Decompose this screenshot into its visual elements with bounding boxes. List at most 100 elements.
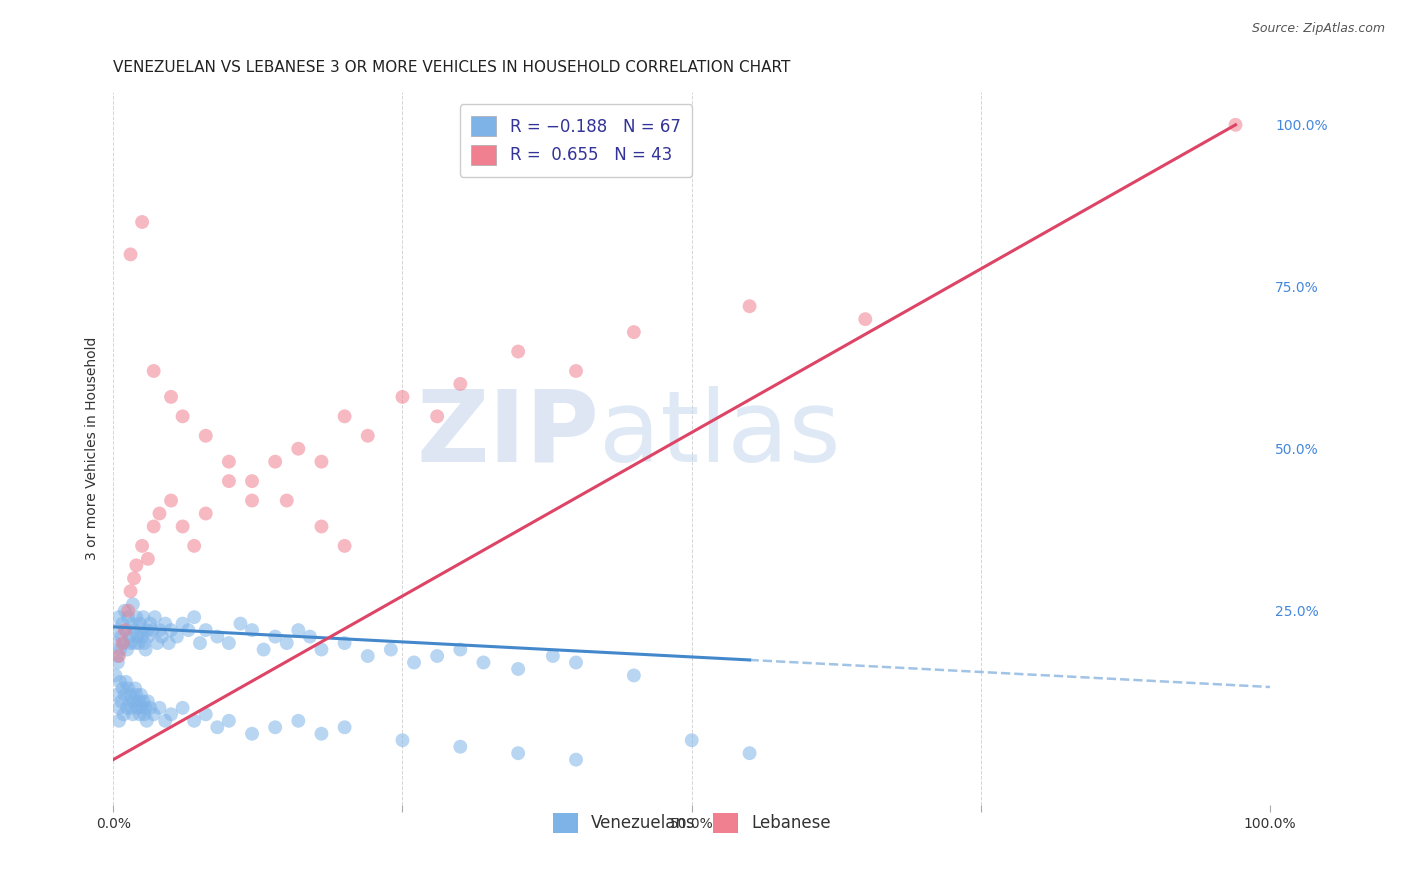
Point <box>333 720 356 734</box>
Point <box>155 714 177 728</box>
Point <box>333 636 356 650</box>
Point <box>108 701 131 715</box>
Point <box>139 616 162 631</box>
Point <box>107 648 129 663</box>
Point <box>114 688 136 702</box>
Point <box>131 701 153 715</box>
Point <box>136 630 159 644</box>
Point <box>128 694 150 708</box>
Point <box>107 656 129 670</box>
Point <box>276 636 298 650</box>
Point <box>172 616 194 631</box>
Point <box>111 616 134 631</box>
Point <box>333 409 356 424</box>
Point <box>105 623 128 637</box>
Point <box>391 733 413 747</box>
Point <box>135 714 157 728</box>
Point <box>449 376 471 391</box>
Point <box>357 429 380 443</box>
Point <box>623 325 645 339</box>
Point <box>264 630 287 644</box>
Point <box>142 364 165 378</box>
Point <box>194 707 217 722</box>
Point <box>115 623 138 637</box>
Point <box>207 630 229 644</box>
Point <box>264 455 287 469</box>
Point <box>240 493 263 508</box>
Point <box>121 707 143 722</box>
Point <box>108 648 131 663</box>
Point <box>114 623 136 637</box>
Point <box>125 688 148 702</box>
Point <box>118 694 141 708</box>
Point <box>111 636 134 650</box>
Point <box>218 474 240 488</box>
Point <box>155 616 177 631</box>
Text: Source: ZipAtlas.com: Source: ZipAtlas.com <box>1251 22 1385 36</box>
Point <box>357 648 380 663</box>
Point <box>449 642 471 657</box>
Point <box>276 493 298 508</box>
Point <box>108 610 131 624</box>
Point <box>426 409 449 424</box>
Point <box>143 610 166 624</box>
Point <box>565 364 588 378</box>
Point <box>426 648 449 663</box>
Point <box>264 720 287 734</box>
Point <box>112 707 135 722</box>
Point <box>124 636 146 650</box>
Point <box>121 701 143 715</box>
Point <box>141 623 163 637</box>
Point <box>118 630 141 644</box>
Point <box>853 312 876 326</box>
Point <box>172 701 194 715</box>
Point <box>135 701 157 715</box>
Point <box>172 409 194 424</box>
Point <box>508 662 530 676</box>
Point <box>148 507 170 521</box>
Point <box>127 701 149 715</box>
Point <box>738 299 761 313</box>
Point <box>160 707 183 722</box>
Point <box>287 442 309 456</box>
Point <box>120 636 142 650</box>
Point <box>120 688 142 702</box>
Point <box>681 733 703 747</box>
Point <box>105 688 128 702</box>
Point <box>110 694 132 708</box>
Point <box>117 610 139 624</box>
Point <box>391 390 413 404</box>
Point <box>177 623 200 637</box>
Point <box>472 656 495 670</box>
Point <box>240 623 263 637</box>
Point <box>311 727 333 741</box>
Point <box>508 344 530 359</box>
Point <box>160 390 183 404</box>
Point <box>129 688 152 702</box>
Point <box>128 616 150 631</box>
Point <box>218 636 240 650</box>
Point <box>183 610 205 624</box>
Point <box>194 623 217 637</box>
Point <box>623 668 645 682</box>
Point <box>229 616 252 631</box>
Point <box>110 630 132 644</box>
Point <box>117 604 139 618</box>
Point <box>117 681 139 696</box>
Point <box>218 714 240 728</box>
Point <box>108 642 131 657</box>
Point <box>166 630 188 644</box>
Point <box>136 694 159 708</box>
Point <box>380 642 402 657</box>
Point <box>132 694 155 708</box>
Point <box>142 707 165 722</box>
Point <box>194 429 217 443</box>
Point <box>194 507 217 521</box>
Point <box>142 519 165 533</box>
Text: atlas: atlas <box>599 386 841 483</box>
Point <box>1225 118 1247 132</box>
Point <box>139 701 162 715</box>
Point <box>112 636 135 650</box>
Point <box>104 668 127 682</box>
Point <box>565 656 588 670</box>
